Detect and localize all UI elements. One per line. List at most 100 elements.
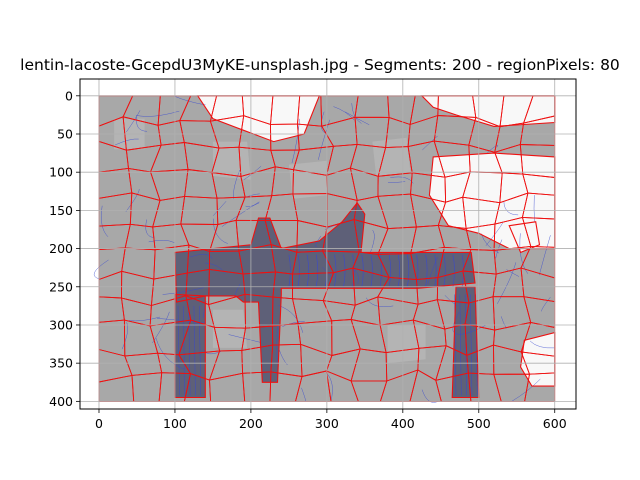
contour-line xyxy=(152,311,170,344)
contour-line xyxy=(539,235,551,276)
contour-line xyxy=(125,189,140,212)
contour-line xyxy=(370,254,373,287)
contour-line xyxy=(352,254,355,287)
contour-line xyxy=(177,305,180,396)
axes-frame xyxy=(79,78,577,410)
segment-tint xyxy=(372,137,411,176)
contour-line xyxy=(212,218,228,244)
contour-line xyxy=(282,321,305,327)
contour-line xyxy=(434,254,437,287)
contour-line xyxy=(503,201,519,216)
x-axis: 0 100 200 300 400 500 600 xyxy=(95,409,567,431)
region-boundary xyxy=(508,221,541,254)
contour-line xyxy=(390,176,414,184)
contour-line xyxy=(511,378,541,402)
white-region xyxy=(421,95,555,127)
contour-line xyxy=(333,106,355,121)
y-tick-label: 150 xyxy=(49,203,73,218)
x-tick-label: 500 xyxy=(467,416,491,431)
contour-line xyxy=(101,205,109,237)
contour-line xyxy=(345,111,370,126)
contour-line xyxy=(203,349,221,355)
contour-line xyxy=(233,169,240,199)
contour-line xyxy=(93,259,109,280)
contour-line xyxy=(443,254,446,287)
contour-line xyxy=(278,349,288,366)
contour-line xyxy=(243,165,262,180)
contour-line xyxy=(297,254,300,287)
contour-line xyxy=(407,254,410,287)
segment-tint xyxy=(387,325,426,364)
y-axis: 0 50 100 150 200 250 300 350 400 xyxy=(49,88,80,409)
contour-line xyxy=(459,294,462,396)
contour-line xyxy=(245,202,260,207)
contour-line xyxy=(351,103,362,124)
contour-line xyxy=(452,254,455,287)
contour-line xyxy=(148,240,175,243)
contour-line xyxy=(320,111,326,133)
image-area xyxy=(93,95,556,403)
x-tick-label: 0 xyxy=(95,416,103,431)
contour-line xyxy=(388,254,391,287)
contour-line xyxy=(204,262,226,274)
x-tick-label: 600 xyxy=(543,416,567,431)
contour-line xyxy=(278,305,304,333)
y-tick-label: 300 xyxy=(49,317,73,332)
contour-line xyxy=(184,321,206,329)
contour-line xyxy=(352,268,359,284)
contour-line xyxy=(136,116,148,132)
contour-line xyxy=(425,254,428,287)
contour-line xyxy=(315,254,319,287)
contour-line xyxy=(213,201,227,216)
contour-line xyxy=(190,254,213,259)
contour-line xyxy=(145,219,154,238)
y-tick-label: 400 xyxy=(49,394,73,409)
contour-line xyxy=(497,262,517,304)
grid xyxy=(80,79,576,409)
contour-line xyxy=(326,372,333,402)
contour-line xyxy=(162,287,204,295)
contour-line xyxy=(291,118,300,164)
dark-region xyxy=(452,286,479,398)
contour-line xyxy=(387,181,406,183)
contour-line xyxy=(199,305,202,396)
white-region xyxy=(197,95,320,142)
contour-line xyxy=(128,316,161,322)
y-tick-label: 100 xyxy=(49,165,73,180)
contour-line xyxy=(315,235,322,247)
y-tick-label: 350 xyxy=(49,356,73,371)
contour-line xyxy=(529,340,555,349)
contour-line xyxy=(421,389,439,403)
contour-line xyxy=(427,256,438,285)
dark-region xyxy=(174,294,206,398)
contour-line xyxy=(126,110,141,133)
contour-line xyxy=(485,222,503,246)
x-tick-label: 100 xyxy=(163,416,187,431)
y-tick-label: 200 xyxy=(49,241,73,256)
y-tick-label: 50 xyxy=(57,127,73,142)
y-tick-label: 250 xyxy=(49,279,73,294)
segment-tint xyxy=(212,309,248,348)
x-tick-label: 400 xyxy=(391,416,415,431)
contour-line xyxy=(422,135,438,151)
contour-line xyxy=(114,138,139,146)
contour-line xyxy=(155,338,185,370)
contour-line xyxy=(228,334,262,343)
contour-line xyxy=(379,254,382,287)
y-tick-label: 0 xyxy=(65,88,73,103)
contour-line xyxy=(301,387,307,402)
contour-line xyxy=(306,254,309,287)
x-tick-label: 300 xyxy=(315,416,339,431)
contour-line xyxy=(369,229,375,255)
contour-line xyxy=(397,254,401,287)
segment-tint xyxy=(212,141,251,180)
contour-line xyxy=(366,297,394,307)
contour-line xyxy=(506,269,520,277)
white-region xyxy=(509,221,540,253)
contour-line xyxy=(533,195,535,222)
region-boundary xyxy=(174,201,476,383)
contour-line xyxy=(318,119,331,160)
contour-line xyxy=(121,322,129,350)
contour-line xyxy=(288,254,291,287)
